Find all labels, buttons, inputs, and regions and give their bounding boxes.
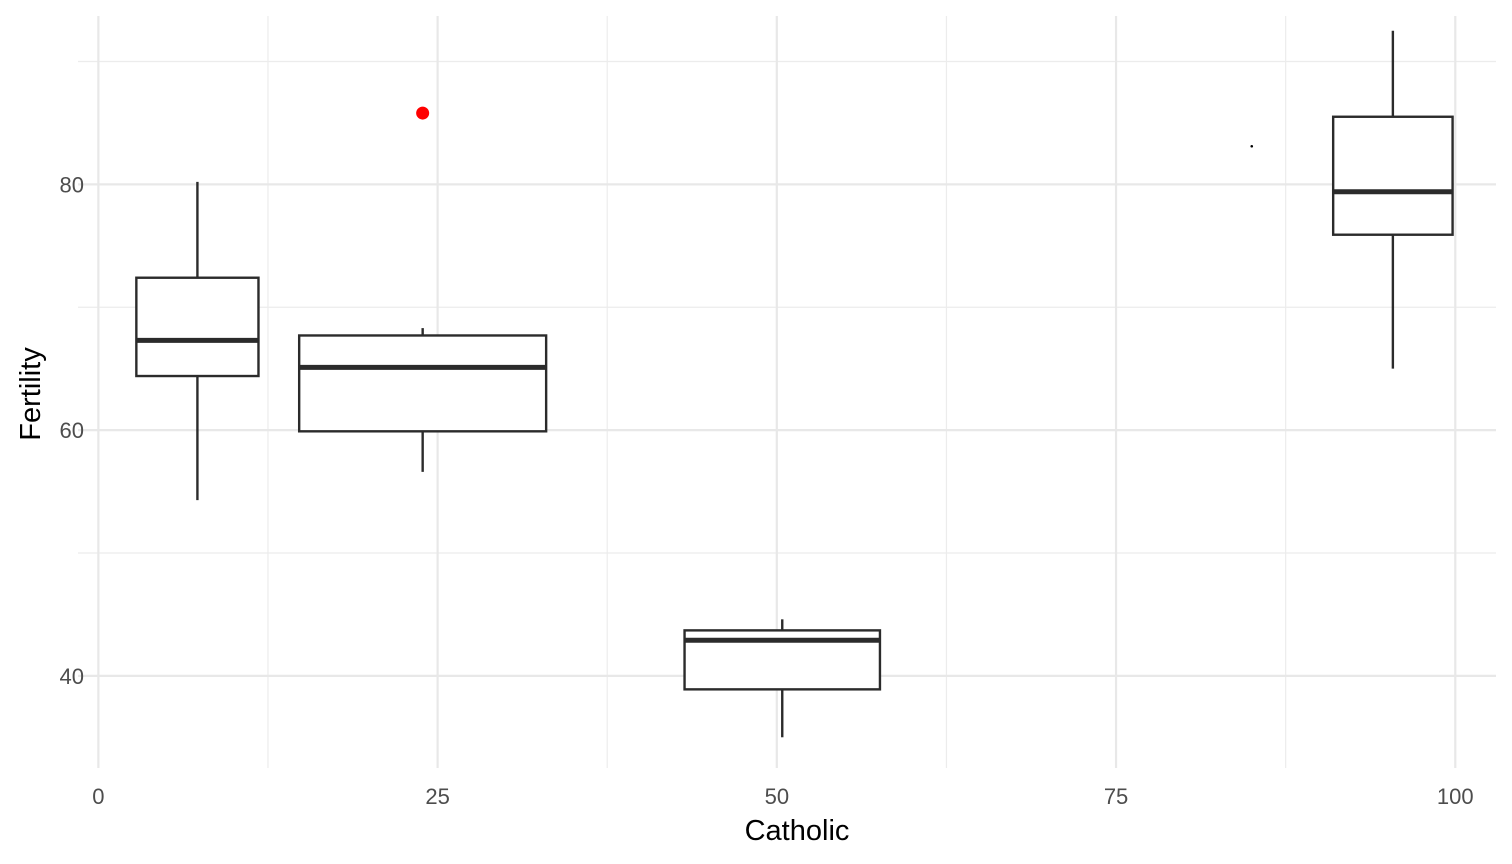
minor-gridlines (78, 16, 1496, 768)
box-body (297, 334, 548, 433)
x-tick-label: 75 (1104, 784, 1128, 809)
x-axis-tick-labels: 0 25 50 75 100 (92, 784, 1473, 809)
y-axis-tick-labels: 40 60 80 (60, 172, 84, 689)
y-axis-title: Fertility (15, 347, 47, 441)
x-tick-label: 25 (425, 784, 449, 809)
x-tick-label: 0 (92, 784, 104, 809)
x-axis-title: Catholic (745, 815, 850, 847)
x-tick-label: 50 (765, 784, 789, 809)
outlier-points (416, 106, 1254, 148)
y-tick-label: 80 (60, 172, 84, 197)
box-body (1331, 115, 1454, 236)
box-body (135, 276, 260, 378)
x-tick-label: 100 (1437, 784, 1474, 809)
y-tick-label: 40 (60, 664, 84, 689)
boxplot-boxes (135, 30, 1454, 738)
y-tick-label: 60 (60, 418, 84, 443)
outlier-point (416, 106, 430, 120)
outlier-point (1250, 144, 1254, 148)
